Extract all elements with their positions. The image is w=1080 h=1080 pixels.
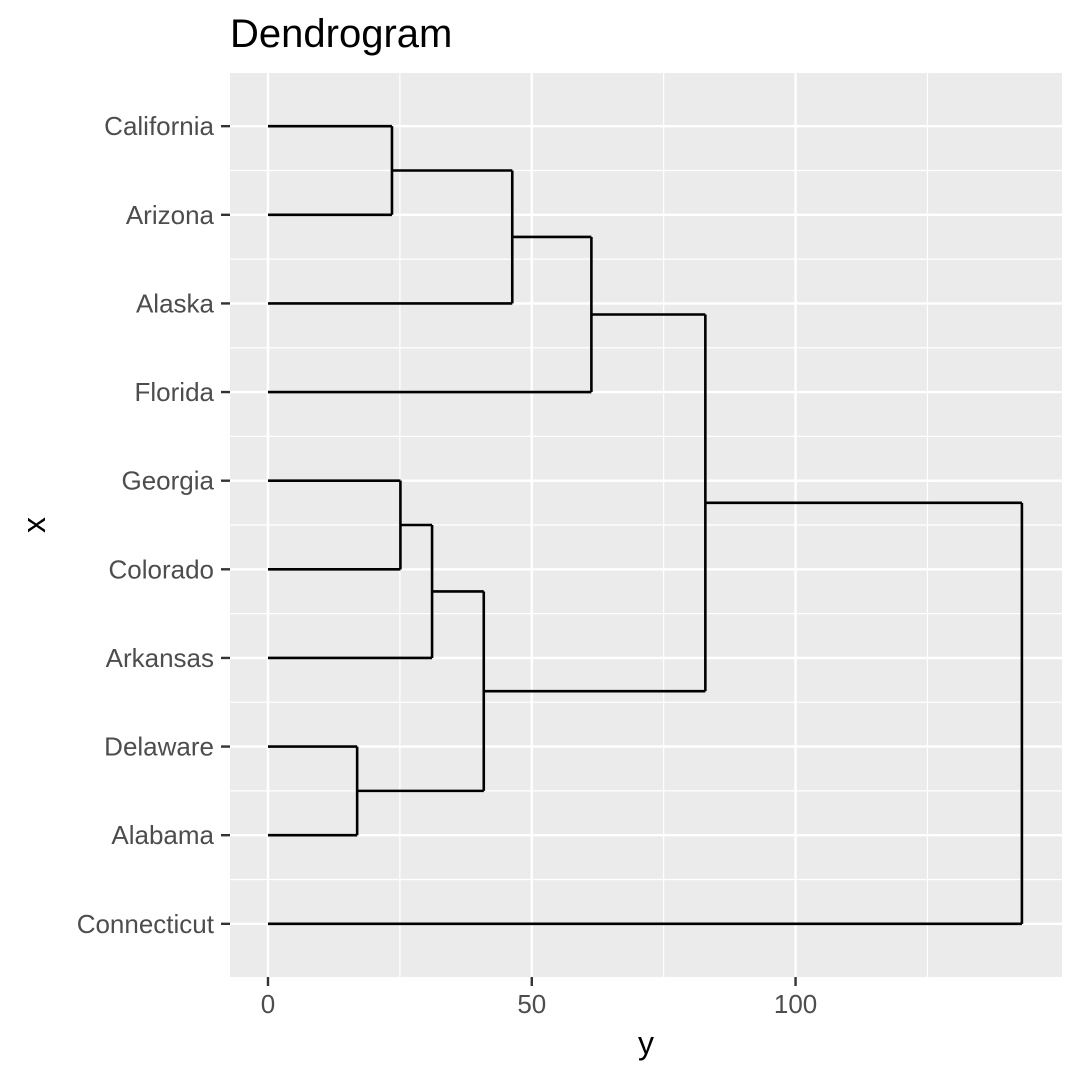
x-axis-title: y: [638, 1025, 654, 1061]
leaf-label: Alaska: [136, 288, 215, 318]
leaf-label: California: [104, 111, 214, 141]
height-tick-label: 0: [261, 989, 275, 1019]
leaf-label: Georgia: [122, 466, 215, 496]
height-tick-label: 50: [517, 989, 546, 1019]
chart-title: Dendrogram: [230, 12, 452, 56]
dendrogram-segments: [267, 124, 1024, 926]
leaf-axis: California Arizona Alaska Florida Georgia Col…: [77, 111, 230, 939]
leaf-label: Alabama: [111, 820, 214, 850]
height-tick-label: 100: [774, 989, 817, 1019]
leaf-label: Arizona: [126, 200, 215, 230]
height-axis: 0 50 100: [261, 977, 817, 1019]
leaf-label: Delaware: [104, 732, 214, 762]
leaf-label: Arkansas: [106, 643, 214, 673]
leaf-label: Colorado: [108, 554, 214, 584]
leaf-label: Florida: [135, 377, 215, 407]
minor-gridlines: [230, 73, 1062, 977]
leaf-label: Connecticut: [77, 909, 215, 939]
y-axis-title: x: [16, 517, 52, 533]
